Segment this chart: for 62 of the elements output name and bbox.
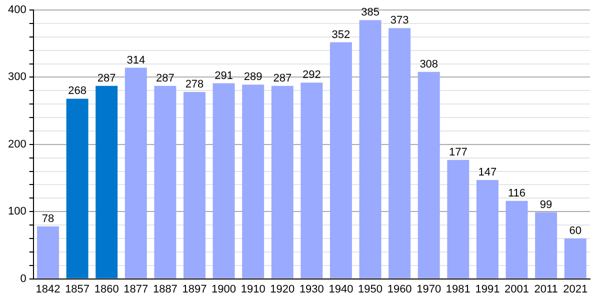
- data-label: 78: [42, 212, 54, 225]
- data-label: 289: [244, 71, 262, 84]
- x-tick-label: 1950: [358, 283, 383, 296]
- data-label: 385: [361, 6, 380, 19]
- data-label: 291: [214, 70, 233, 82]
- data-label: 308: [420, 58, 438, 70]
- data-label: 352: [332, 28, 350, 41]
- bar: [564, 238, 586, 278]
- x-tick-label: 1842: [36, 283, 60, 296]
- x-tick-label: 2011: [534, 283, 558, 296]
- y-tick-label: 200: [8, 138, 26, 150]
- bar: [447, 160, 470, 278]
- data-label: 60: [569, 225, 582, 238]
- data-label: 287: [273, 72, 292, 84]
- x-tick-label: 1900: [212, 283, 236, 296]
- bar: [96, 86, 118, 278]
- bar: [418, 72, 440, 278]
- x-tick-label: 1930: [299, 283, 324, 296]
- data-label: 99: [540, 198, 552, 211]
- data-label: 287: [97, 72, 116, 84]
- y-tick-label: 300: [8, 71, 26, 84]
- data-label: 287: [156, 72, 174, 84]
- bar: [184, 92, 206, 278]
- x-tick-label: 1897: [182, 283, 207, 296]
- bar: [242, 84, 264, 278]
- x-tick-label: 1860: [94, 283, 119, 296]
- y-tick-label: 100: [8, 206, 26, 218]
- bar: [300, 82, 323, 278]
- bar: [66, 98, 88, 278]
- bar: [359, 20, 382, 278]
- x-tick-label: 1991: [475, 283, 500, 296]
- data-label: 147: [478, 166, 497, 179]
- data-label: 292: [302, 69, 321, 82]
- data-label: 116: [508, 187, 526, 200]
- x-tick-label: 1981: [446, 283, 470, 296]
- x-tick-label: 2001: [504, 283, 529, 296]
- bar: [271, 86, 294, 278]
- y-tick-label: 0: [20, 272, 26, 285]
- x-tick-label: 1970: [416, 283, 442, 296]
- x-tick-label: 1960: [387, 283, 412, 296]
- bar: [506, 200, 528, 278]
- bar: [330, 42, 352, 278]
- x-tick-label: 1920: [270, 283, 295, 296]
- bar: [388, 28, 411, 278]
- x-tick-label: 1877: [124, 283, 148, 296]
- x-tick-label: 1857: [65, 283, 90, 296]
- y-tick-label: 400: [8, 4, 26, 16]
- x-tick-label: 2021: [563, 283, 588, 296]
- x-tick-label: 1887: [152, 283, 178, 296]
- x-tick-label: 1910: [240, 283, 266, 296]
- data-label: 268: [68, 85, 86, 98]
- bar: [37, 226, 59, 278]
- bar: [476, 180, 498, 278]
- data-label: 373: [390, 14, 409, 27]
- bar: [124, 68, 147, 278]
- data-label: 314: [126, 54, 146, 66]
- bar: [212, 83, 235, 278]
- x-tick-label: 1940: [328, 283, 354, 296]
- data-label: 278: [185, 78, 204, 91]
- data-label: 177: [448, 146, 468, 158]
- bar: [154, 86, 176, 278]
- bar: [535, 212, 558, 278]
